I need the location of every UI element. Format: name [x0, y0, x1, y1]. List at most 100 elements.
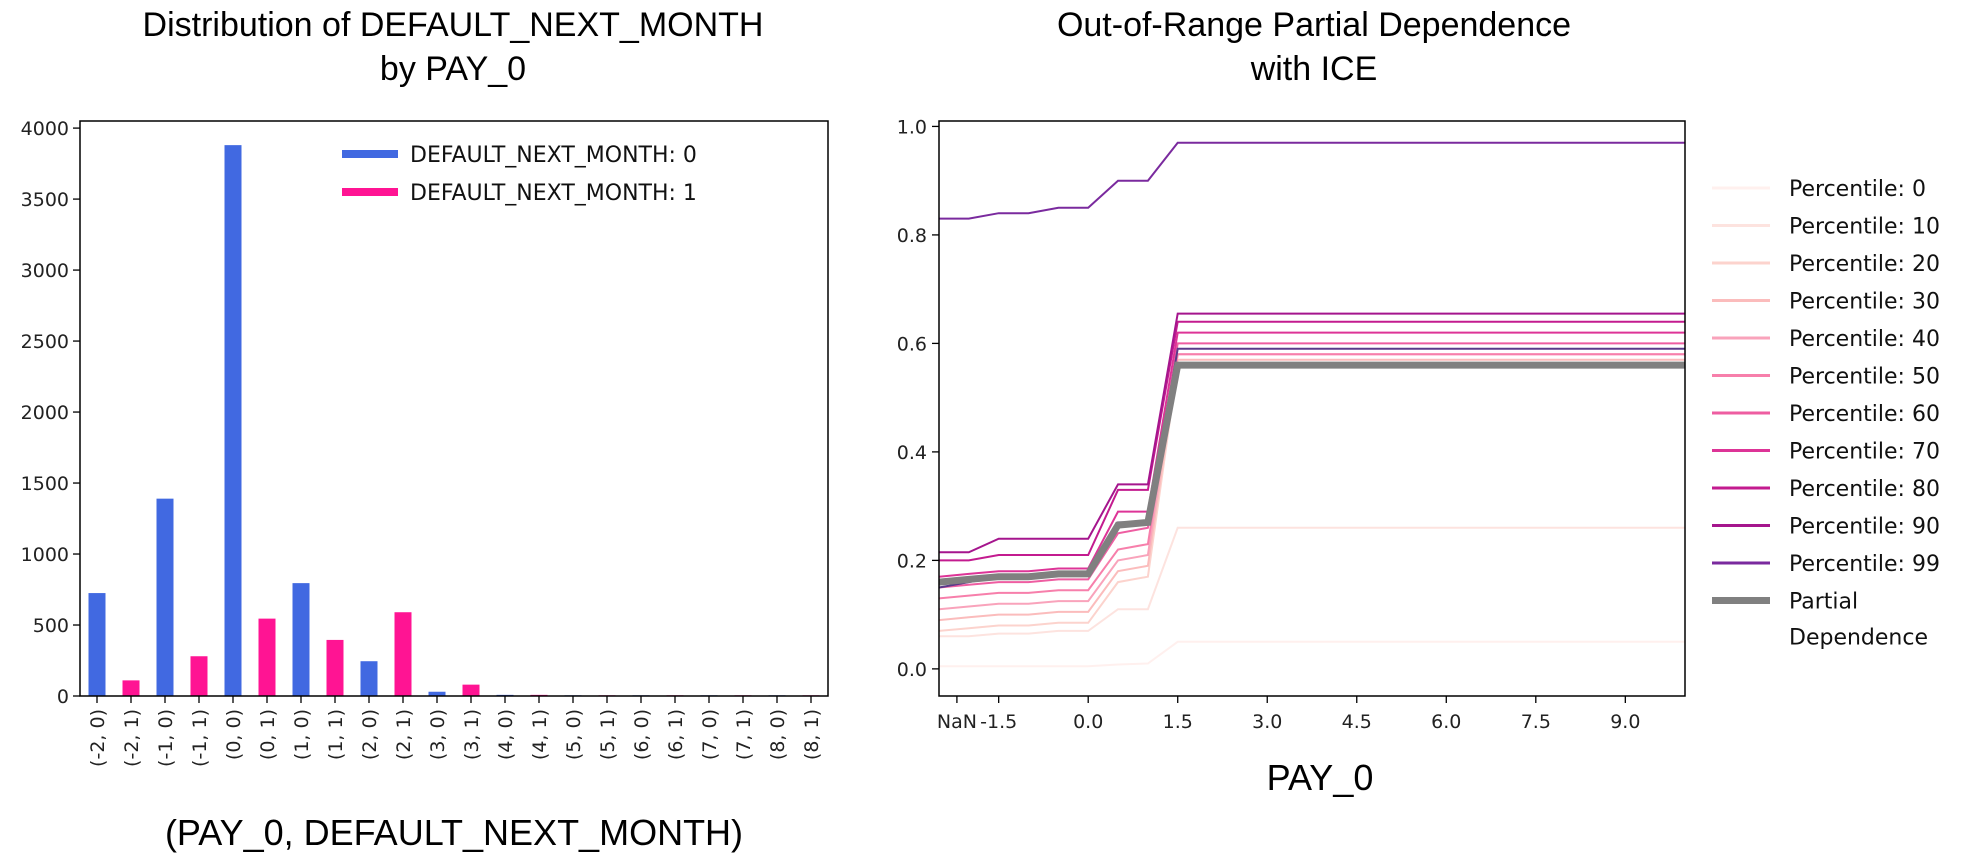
- bar-x-tick-label: (7, 1): [733, 709, 755, 760]
- bar-y-tick-label: 3000: [21, 260, 69, 282]
- ice-legend-label: Percentile: 70: [1789, 440, 1940, 465]
- bar-y-tick-label: 1500: [21, 473, 69, 495]
- ice-legend-label: Partial: [1789, 590, 1858, 615]
- bar-x-tick-label: (5, 0): [563, 709, 585, 760]
- ice-y-tick-label: 0.2: [897, 550, 927, 572]
- ice-chart-title-line2: with ICE: [1250, 50, 1378, 88]
- bar-x-tick-label: (4, 0): [495, 709, 517, 760]
- bar-y-tick-label: 500: [33, 615, 69, 637]
- ice-line: [939, 312, 1685, 554]
- bar-chart-xlabel: (PAY_0, DEFAULT_NEXT_MONTH): [165, 812, 743, 853]
- ice-x-tick-label: 4.5: [1342, 711, 1372, 733]
- ice-line: [939, 353, 1685, 600]
- ice-legend-label: Percentile: 90: [1789, 515, 1940, 540]
- bar: [224, 145, 242, 696]
- bar-x-tick-label: (0, 1): [257, 709, 279, 760]
- ice-y-tick-label: 0.0: [897, 659, 927, 681]
- ice-x-tick-label: 3.0: [1252, 711, 1282, 733]
- ice-line: [939, 358, 1685, 622]
- ice-plot-frame: [938, 120, 1686, 697]
- bar-x-tick-label: (-1, 1): [189, 709, 211, 767]
- ice-series: [939, 141, 1685, 668]
- bar-series: [88, 145, 820, 696]
- ice-x-tick-label: -1.5: [980, 711, 1017, 733]
- bar-chart-title-line1: Distribution of DEFAULT_NEXT_MONTH: [143, 6, 764, 44]
- bar-x-tick-label: (8, 1): [801, 709, 823, 760]
- ice-line: [939, 320, 1685, 562]
- ice-line: [939, 364, 1685, 632]
- ice-legend-label: Percentile: 30: [1789, 290, 1940, 315]
- bar-y-tick-label: 2500: [21, 331, 69, 353]
- bar-legend-label-1: DEFAULT_NEXT_MONTH: 1: [410, 181, 697, 206]
- bar-x-axis: (-2, 0) (-2, 1) (-1, 0) (-1, 1) (0, 0) (0, 1)…: [87, 696, 823, 767]
- bar-x-tick-label: (7, 0): [699, 709, 721, 760]
- ice-legend-label: Dependence: [1789, 626, 1928, 651]
- ice-x-tick-label: NaN: [937, 711, 977, 733]
- ice-legend-label: Percentile: 50: [1789, 365, 1940, 390]
- bar-x-tick-label: (-1, 0): [155, 709, 177, 767]
- bar: [156, 498, 174, 696]
- bar-x-tick-label: (3, 1): [461, 709, 483, 760]
- bar-y-tick-label: 1000: [21, 544, 69, 566]
- ice-legend-label: Percentile: 40: [1789, 327, 1940, 352]
- bar-chart: Distribution of DEFAULT_NEXT_MONTH by PA…: [21, 6, 829, 853]
- ice-legend-label: Percentile: 60: [1789, 402, 1940, 427]
- ice-legend: Percentile: 0 Percentile: 10 Percentile: 2…: [1712, 177, 1940, 651]
- bar-x-tick-label: (6, 1): [665, 709, 687, 760]
- bar-x-tick-label: (8, 0): [767, 709, 789, 760]
- bar-y-tick-label: 4000: [21, 118, 69, 140]
- bar-y-tick-label: 3500: [21, 189, 69, 211]
- ice-y-tick-label: 0.8: [897, 225, 927, 247]
- bar-x-tick-label: (2, 0): [359, 709, 381, 760]
- ice-y-tick-label: 0.4: [897, 442, 927, 464]
- bar-x-tick-label: (5, 1): [597, 709, 619, 760]
- ice-x-tick-label: 6.0: [1431, 711, 1461, 733]
- bar-x-tick-label: (4, 1): [529, 709, 551, 760]
- bar-chart-title-line2: by PAY_0: [380, 50, 526, 88]
- ice-x-tick-label: 1.5: [1163, 711, 1193, 733]
- bar-y-tick-label: 2000: [21, 402, 69, 424]
- bar-x-tick-label: (2, 1): [393, 709, 415, 760]
- ice-line: [939, 526, 1685, 638]
- ice-legend-label: Percentile: 0: [1789, 177, 1926, 202]
- ice-line: [939, 353, 1685, 611]
- bar-x-tick-label: (1, 0): [291, 709, 313, 760]
- bar-plot-frame: [79, 120, 829, 697]
- bar: [428, 691, 446, 696]
- ice-x-axis: NaN -1.5 0.0 1.5 3.0 4.5 6.0 7.5 9.0: [937, 696, 1640, 733]
- partial-dependence-line: [939, 361, 1685, 586]
- ice-line: [939, 347, 1685, 589]
- ice-line: [939, 640, 1685, 668]
- ice-chart-xlabel: PAY_0: [1267, 757, 1374, 798]
- ice-chart: Out-of-Range Partial Dependence with ICE…: [897, 6, 1940, 798]
- ice-x-tick-label: 7.5: [1521, 711, 1551, 733]
- ice-legend-label: Percentile: 10: [1789, 215, 1940, 240]
- bar-x-tick-label: (-2, 0): [87, 709, 109, 767]
- bar: [394, 612, 412, 696]
- ice-y-tick-label: 1.0: [897, 116, 927, 138]
- bar: [190, 656, 208, 696]
- ice-y-axis: 0.0 0.2 0.4 0.6 0.8 1.0: [897, 116, 939, 681]
- bar-x-tick-label: (6, 0): [631, 709, 653, 760]
- ice-x-tick-label: 0.0: [1073, 711, 1103, 733]
- bar: [462, 684, 480, 696]
- ice-y-tick-label: 0.6: [897, 333, 927, 355]
- bar: [88, 593, 106, 696]
- ice-line: [939, 342, 1685, 589]
- ice-line: [939, 141, 1685, 220]
- bar-x-tick-label: (-2, 1): [121, 709, 143, 767]
- ice-line: [939, 331, 1685, 578]
- ice-legend-label: Percentile: 99: [1789, 552, 1940, 577]
- bar-legend-label-0: DEFAULT_NEXT_MONTH: 0: [410, 143, 697, 168]
- bar: [292, 583, 310, 696]
- bar: [258, 618, 276, 696]
- ice-x-tick-label: 9.0: [1610, 711, 1640, 733]
- ice-legend-label: Percentile: 20: [1789, 252, 1940, 277]
- bar: [360, 661, 378, 696]
- bar-x-tick-label: (3, 0): [427, 709, 449, 760]
- bar: [122, 680, 140, 696]
- ice-legend-label: Percentile: 80: [1789, 477, 1940, 502]
- bar-y-axis: 0 500 1000 1500 2000 2500 3000 3500 4000: [21, 118, 80, 708]
- bar-y-tick-label: 0: [57, 686, 69, 708]
